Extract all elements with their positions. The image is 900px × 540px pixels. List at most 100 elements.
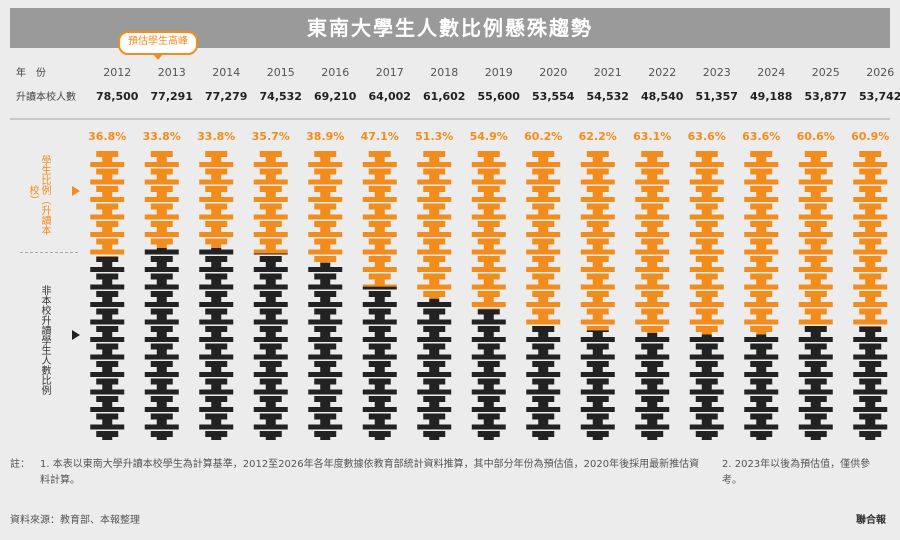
year-cell: 2020 (539, 66, 568, 79)
person-icon (744, 334, 779, 342)
person-icon (744, 221, 779, 237)
person-icon (417, 343, 452, 360)
person-icon (471, 361, 506, 377)
person-icon (853, 308, 888, 325)
person-icon (199, 186, 234, 202)
pct-label: 54.9% (470, 130, 508, 143)
person-icon (471, 291, 506, 307)
person-icon (744, 308, 779, 325)
bar-column (199, 151, 234, 440)
person-icon (362, 326, 397, 342)
pct-label: 60.6% (797, 130, 835, 143)
person-icon (798, 186, 833, 202)
side-label-black: 非本校升讀學生人數比例 (39, 285, 50, 395)
bar-column (689, 151, 724, 440)
year-cell: 2013 (157, 66, 186, 79)
person-icon (471, 238, 506, 255)
pct-label: 38.9% (306, 130, 344, 143)
person-icon (96, 256, 119, 257)
person-icon (635, 308, 670, 325)
person-icon (471, 396, 506, 412)
person-icon (253, 253, 288, 255)
person-icon (471, 203, 506, 220)
person-icon (308, 396, 343, 412)
person-icon (308, 151, 343, 167)
person-icon (308, 221, 343, 237)
divider (10, 118, 890, 120)
year-cell: 2017 (375, 66, 404, 79)
bar-segment-orange (526, 151, 561, 325)
person-icon (580, 238, 615, 255)
person-icon (253, 378, 288, 395)
pct-label: 63.1% (633, 130, 671, 143)
bar-column (580, 151, 615, 441)
person-icon (526, 273, 561, 290)
count-cell: 55,600 (477, 90, 520, 103)
person-icon (253, 361, 288, 377)
person-icon (853, 256, 888, 272)
person-icon (580, 186, 615, 202)
person-icon (471, 343, 506, 360)
person-icon (689, 238, 724, 255)
person-icon (853, 273, 888, 290)
pct-label: 62.2% (579, 130, 617, 143)
person-icon (853, 151, 888, 167)
person-icon (526, 396, 561, 412)
person-icon (526, 308, 561, 325)
person-icon (362, 273, 397, 287)
person-icon (90, 168, 125, 185)
person-icon (199, 343, 234, 360)
person-icon (526, 326, 561, 342)
person-icon (362, 221, 397, 237)
bar-segment-black (90, 256, 125, 440)
bar-segment-black (689, 334, 724, 440)
person-icon (144, 168, 179, 185)
person-icon (144, 248, 179, 255)
count-cell: 78,500 (96, 90, 139, 103)
person-icon (689, 308, 724, 325)
person-icon (853, 396, 888, 412)
person-icon (90, 291, 125, 307)
person-icon (144, 186, 179, 202)
person-icon (471, 256, 506, 272)
person-icon (417, 308, 452, 325)
person-icon (471, 309, 506, 325)
bar-segment-black (199, 248, 234, 440)
bar-column (744, 151, 779, 440)
person-icon (199, 378, 234, 395)
person-icon (635, 168, 670, 185)
person-icon (526, 378, 561, 395)
person-icon (744, 291, 779, 307)
pct-label: 60.2% (524, 130, 562, 143)
person-icon (471, 378, 506, 395)
person-icon (798, 168, 833, 185)
count-cell: 53,554 (532, 90, 575, 103)
person-icon (853, 221, 888, 237)
person-icon (689, 151, 724, 167)
person-icon (744, 273, 779, 290)
person-icon (477, 431, 500, 440)
note-2: 2. 2023年以後為預估值，僅供參考。 (722, 459, 871, 486)
person-icon (308, 262, 343, 272)
person-icon (798, 326, 833, 342)
bar-column (90, 151, 125, 440)
person-icon (144, 326, 179, 342)
note-1: 1. 本表以東南大學升讀本校學生為計算基準，2012至2026年各年度數據依教育… (40, 459, 700, 486)
person-icon (144, 361, 179, 377)
person-icon (580, 361, 615, 377)
person-icon (744, 203, 779, 220)
year-cell: 2012 (103, 66, 132, 79)
person-icon (417, 298, 452, 307)
person-icon (259, 431, 282, 440)
bar-segment-orange (144, 151, 179, 249)
arrow-orange-icon (72, 186, 80, 196)
count-cell: 74,532 (259, 90, 302, 103)
person-icon (90, 396, 125, 412)
person-icon (199, 413, 234, 430)
person-icon (635, 413, 670, 430)
person-icon (308, 291, 343, 307)
person-icon (635, 203, 670, 220)
person-icon (532, 431, 555, 440)
person-icon (798, 221, 833, 237)
person-icon (253, 308, 288, 325)
